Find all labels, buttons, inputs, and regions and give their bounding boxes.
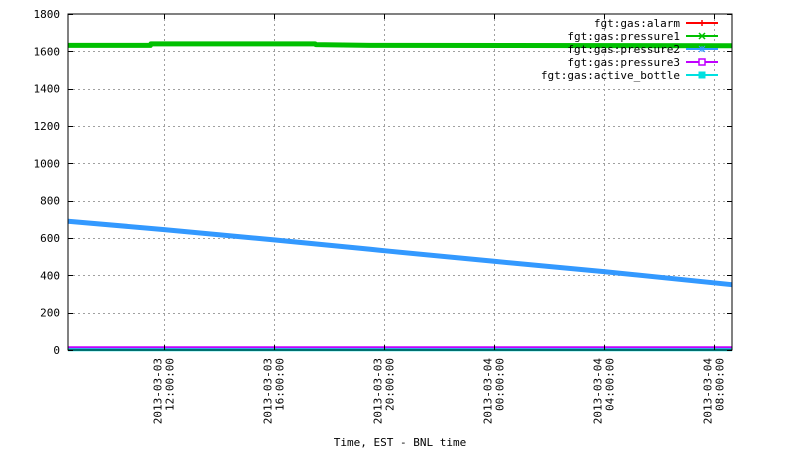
- legend-item: fgt:gas:pressure1: [567, 30, 718, 43]
- x-tick-label: 2013-03-03 20:00:00: [372, 358, 397, 424]
- plot-frame: [67, 13, 733, 351]
- y-tick-label: 400: [40, 269, 60, 282]
- x-tick-label: 2013-03-04 08:00:00: [702, 358, 727, 425]
- y-tick-label: 1200: [34, 120, 61, 133]
- x-axis-title: Time, EST - BNL time: [334, 436, 466, 449]
- y-tick-label: 0: [53, 344, 60, 357]
- x-tick-label-date: 2013-03-04: [592, 358, 605, 425]
- legend-label: fgt:gas:pressure3: [567, 56, 680, 69]
- y-tick-label: 800: [40, 195, 60, 208]
- x-tick-label-time: 20:00:00: [384, 358, 397, 411]
- y-tick-label: 1600: [34, 45, 61, 58]
- x-tick-label-time: 04:00:00: [604, 358, 617, 411]
- legend-marker: [698, 71, 706, 79]
- series-line-3: [67, 218, 733, 288]
- x-tick-label-time: 08:00:00: [714, 358, 727, 411]
- y-axis-ticks: 0 200 400 600 800 1000 1200 1400 1600 1800: [34, 8, 732, 357]
- series-line-2: [68, 41, 733, 49]
- legend: fgt:gas:alarmfgt:gas:pressure1fgt:gas:pr…: [541, 17, 718, 82]
- legend-item: fgt:gas:active_bottle: [541, 69, 718, 82]
- legend-item: fgt:gas:pressure2: [567, 43, 718, 56]
- legend-label: fgt:gas:pressure1: [567, 30, 680, 43]
- grid-lines: [68, 14, 732, 350]
- legend-item: fgt:gas:pressure3: [567, 56, 718, 69]
- y-tick-label: 1400: [34, 83, 61, 96]
- x-tick-label-date: 2013-03-03: [262, 358, 275, 424]
- legend-item: fgt:gas:alarm: [594, 17, 718, 30]
- x-tick-label: 2013-03-03 12:00:00: [152, 358, 177, 424]
- y-tick-label: 200: [40, 307, 60, 320]
- y-tick-label: 1000: [34, 157, 61, 170]
- x-tick-label: 2013-03-04 04:00:00: [592, 358, 617, 425]
- y-tick-label: 600: [40, 232, 60, 245]
- x-tick-label-time: 00:00:00: [494, 358, 507, 411]
- x-tick-label-date: 2013-03-03: [372, 358, 385, 424]
- legend-marker: [698, 32, 706, 40]
- legend-label: fgt:gas:alarm: [594, 17, 680, 30]
- x-tick-label-time: 16:00:00: [274, 358, 287, 411]
- legend-label: fgt:gas:pressure2: [567, 43, 680, 56]
- legend-marker: [698, 45, 706, 53]
- y-tick-label: 1800: [34, 8, 61, 21]
- x-tick-label: 2013-03-04 00:00:00: [482, 358, 507, 425]
- x-tick-label-date: 2013-03-03: [152, 358, 165, 424]
- x-tick-label-date: 2013-03-04: [482, 358, 495, 425]
- legend-marker: [698, 58, 706, 66]
- legend-marker: [699, 20, 705, 26]
- x-tick-label-time: 12:00:00: [164, 358, 177, 411]
- legend-label: fgt:gas:active_bottle: [541, 69, 680, 82]
- x-tick-label-date: 2013-03-04: [702, 358, 715, 425]
- x-tick-label: 2013-03-03 16:00:00: [262, 358, 287, 424]
- x-axis-ticks: 2013-03-03 12:00:00 2013-03-03 16:00:00 2013…: [152, 14, 727, 424]
